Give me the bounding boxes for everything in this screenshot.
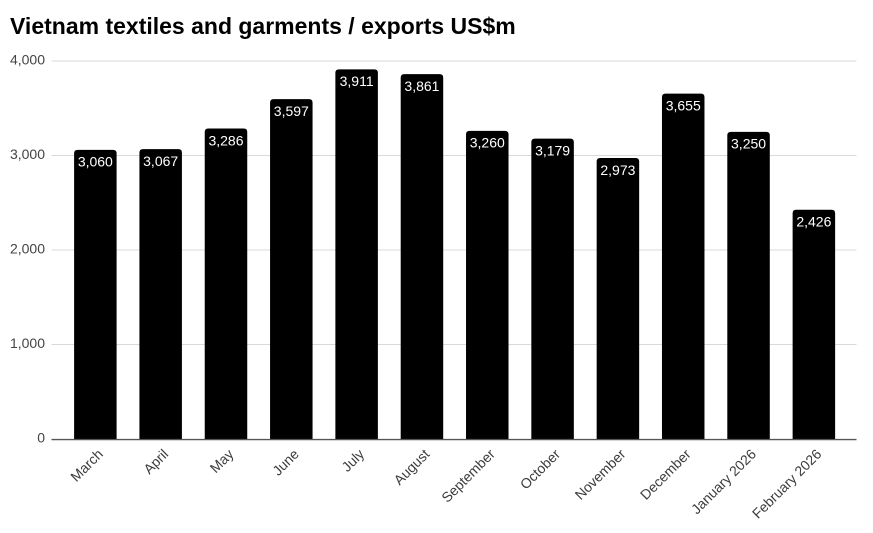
svg-text:3,260: 3,260 [470,135,505,151]
svg-text:3,286: 3,286 [208,132,243,148]
svg-text:4,000: 4,000 [10,52,45,68]
svg-text:3,067: 3,067 [143,153,178,169]
svg-text:3,861: 3,861 [404,78,439,94]
svg-text:3,911: 3,911 [340,73,374,89]
svg-text:3,060: 3,060 [78,154,113,170]
svg-text:2,973: 2,973 [600,162,635,178]
svg-text:0: 0 [37,430,45,446]
svg-text:3,000: 3,000 [10,146,45,162]
svg-text:Vietnam textiles and garments: Vietnam textiles and garments / exports … [10,13,516,39]
svg-text:3,655: 3,655 [666,97,701,113]
svg-text:2,426: 2,426 [796,214,831,230]
svg-text:3,250: 3,250 [731,136,766,152]
svg-text:3,597: 3,597 [274,103,309,119]
svg-text:2,000: 2,000 [10,241,45,257]
svg-text:1,000: 1,000 [10,335,45,351]
svg-text:3,179: 3,179 [535,142,570,158]
